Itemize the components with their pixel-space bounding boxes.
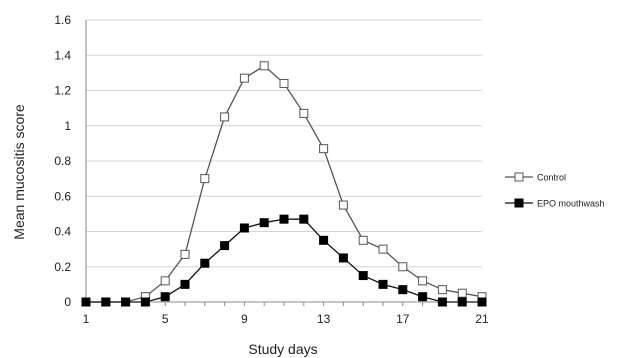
data-point: [418, 276, 428, 286]
y-tick-label: 1.2: [54, 84, 71, 98]
x-axis-title: Study days: [248, 341, 317, 357]
data-point: [160, 292, 170, 302]
data-point: [220, 241, 230, 251]
axes: [85, 20, 483, 306]
grid-lines: [86, 19, 482, 268]
data-point: [457, 288, 467, 298]
data-point: [121, 297, 131, 307]
y-tick-label: 0: [64, 295, 71, 309]
y-tick-label: 1: [64, 119, 71, 133]
data-point: [200, 258, 210, 268]
y-tick-label: 0.4: [54, 225, 71, 239]
data-point: [200, 174, 210, 184]
data-point: [437, 297, 447, 307]
data-point: [140, 297, 150, 307]
data-point: [180, 279, 190, 289]
data-point: [437, 285, 447, 295]
data-point: [299, 214, 309, 224]
data-point: [220, 112, 230, 122]
data-point: [418, 292, 428, 302]
x-tick-label: 13: [317, 312, 331, 326]
tick-labels: 0 0.2 0.4 0.6 0.8 1 1.2 1.4 1.6 1 5 9 13 17 21: [54, 13, 489, 326]
data-point: [81, 297, 91, 307]
data-point: [398, 262, 408, 272]
data-point: [378, 244, 388, 254]
x-tick-label: 17: [396, 312, 410, 326]
series-group: [81, 61, 487, 307]
data-point: [239, 223, 249, 233]
data-point: [101, 297, 111, 307]
data-point: [160, 276, 170, 286]
legend: Control EPO mouthwash: [505, 172, 605, 209]
data-point: [358, 271, 368, 281]
legend-label: EPO mouthwash: [537, 199, 605, 209]
data-point: [259, 61, 269, 71]
data-point: [319, 144, 329, 154]
y-tick-label: 0.2: [54, 260, 71, 274]
data-point: [180, 249, 190, 259]
legend-label: Control: [537, 173, 566, 183]
y-tick-label: 1.4: [54, 48, 71, 62]
x-tick-label: 21: [475, 312, 489, 326]
data-point: [239, 73, 249, 83]
legend-marker: [514, 198, 524, 208]
legend-item: Control: [505, 172, 566, 183]
data-point: [338, 200, 348, 210]
legend-item: EPO mouthwash: [505, 198, 605, 209]
data-point: [477, 297, 487, 307]
data-point: [378, 279, 388, 289]
data-point: [279, 78, 289, 88]
data-point: [398, 285, 408, 295]
y-tick-label: 0.8: [54, 154, 71, 168]
y-tick-label: 0.6: [54, 189, 71, 203]
data-point: [319, 235, 329, 245]
data-point: [279, 214, 289, 224]
y-tick-label: 1.6: [54, 13, 71, 27]
data-point: [338, 253, 348, 263]
x-tick-label: 1: [83, 312, 90, 326]
y-axis-title: Mean mucositis score: [11, 104, 27, 240]
data-point: [358, 235, 368, 245]
data-point: [457, 297, 467, 307]
series-1: [81, 61, 487, 307]
x-tick-label: 9: [241, 312, 248, 326]
series-2: [81, 214, 487, 307]
x-tick-label: 5: [162, 312, 169, 326]
data-point: [299, 108, 309, 118]
data-point: [259, 218, 269, 228]
legend-marker: [514, 172, 524, 182]
